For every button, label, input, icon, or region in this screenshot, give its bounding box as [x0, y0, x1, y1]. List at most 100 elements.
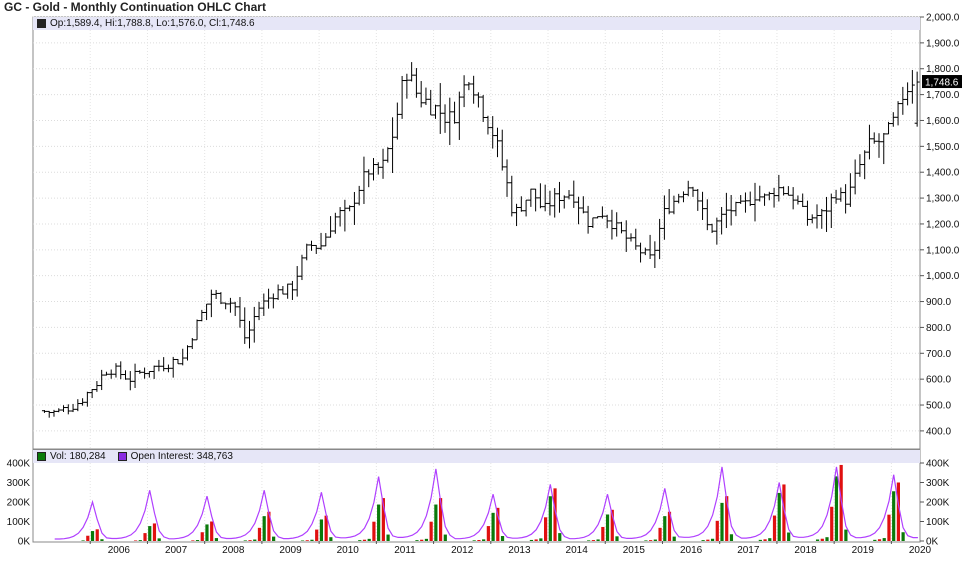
- volume-bar: [720, 502, 724, 541]
- price-tick-label: 1,900.0: [926, 38, 960, 49]
- volume-bar: [329, 537, 333, 541]
- volume-bar: [758, 539, 762, 541]
- year-tick-label: 2008: [222, 545, 245, 556]
- volume-bar: [486, 526, 490, 541]
- volume-tick-label-left: 300K: [7, 478, 31, 489]
- last-price-label: 1,748.6: [925, 78, 959, 89]
- year-tick-label: 2011: [394, 545, 416, 556]
- price-tick-label: 800.0: [926, 323, 951, 334]
- volume-bar: [195, 540, 200, 541]
- oi-value: Open Interest: 348,763: [130, 451, 233, 462]
- volume-bar: [214, 538, 219, 541]
- volume-bar: [539, 538, 543, 541]
- volume-tick-label-right: 300K: [926, 478, 950, 489]
- price-tick-label: 1,800.0: [926, 64, 960, 75]
- volume-tick-label-right: 0K: [926, 537, 939, 548]
- volume-bar: [324, 515, 328, 541]
- vol-swatch-icon: [37, 452, 46, 461]
- volume-readout: Vol: 180,284 Open Interest: 348,763: [37, 451, 233, 462]
- year-tick-label: 2017: [737, 545, 760, 556]
- volume-tick-label-left: 400K: [7, 459, 31, 470]
- volume-bar: [558, 533, 562, 541]
- volume-bar: [491, 512, 495, 541]
- volume-bar: [420, 539, 424, 541]
- volume-bar: [706, 539, 710, 541]
- volume-bar: [496, 507, 500, 541]
- volume-bar: [529, 539, 534, 541]
- vol-value: Vol: 180,284: [50, 451, 106, 462]
- volume-tick-label-right: 200K: [926, 498, 950, 509]
- price-tick-label: 1,700.0: [926, 90, 960, 101]
- price-tick-label: 500.0: [926, 401, 951, 412]
- year-tick-label: 2019: [852, 545, 875, 556]
- chart-title: GC - Gold - Monthly Continuation OHLC Ch…: [4, 0, 266, 14]
- volume-bar: [896, 482, 900, 541]
- volume-bar: [658, 527, 662, 541]
- volume-bar: [358, 540, 362, 541]
- volume-bar: [81, 540, 85, 541]
- volume-bar: [605, 514, 610, 541]
- oi-swatch-icon: [117, 452, 127, 461]
- volume-bar: [820, 538, 824, 541]
- price-panel: [32, 16, 921, 450]
- volume-bar: [434, 504, 438, 541]
- volume-bar: [386, 534, 390, 541]
- volume-bar: [377, 504, 381, 541]
- volume-bar: [148, 526, 152, 541]
- volume-bar: [424, 538, 429, 541]
- year-tick-label: 2013: [508, 545, 531, 556]
- volume-bar: [782, 484, 786, 541]
- year-tick-label: 2007: [165, 545, 188, 556]
- year-tick-label: 2009: [279, 545, 302, 556]
- volume-bar: [596, 539, 600, 541]
- price-panel-header: [33, 17, 920, 30]
- volume-bar: [715, 520, 719, 541]
- volume-bar: [725, 496, 729, 541]
- year-tick-label: 2018: [794, 545, 817, 556]
- volume-bar: [710, 538, 715, 541]
- year-tick-label: 2014: [566, 545, 589, 556]
- volume-bar: [787, 532, 791, 541]
- volume-bar: [262, 516, 266, 541]
- volume-bar: [315, 529, 319, 541]
- volume-bar: [257, 527, 262, 541]
- volume-bar: [438, 498, 443, 541]
- volume-panel-header: [33, 450, 920, 463]
- volume-bar: [482, 539, 486, 541]
- volume-bar: [205, 524, 209, 541]
- price-tick-label: 900.0: [926, 297, 951, 308]
- price-tick-label: 1,000.0: [926, 271, 960, 282]
- year-tick-label: 2020: [909, 545, 932, 556]
- volume-bar: [157, 538, 161, 541]
- volume-bar: [701, 540, 705, 541]
- volume-bar: [477, 540, 481, 541]
- volume-bar: [763, 539, 767, 541]
- volume-bar: [877, 539, 882, 541]
- volume-bar: [243, 540, 247, 541]
- volume-bar: [381, 498, 385, 541]
- volume-bar: [591, 540, 595, 541]
- year-tick-label: 2006: [108, 545, 131, 556]
- volume-bar: [138, 540, 142, 541]
- volume-bar: [272, 536, 276, 541]
- ohlc-swatch-icon: [37, 19, 46, 28]
- volume-bar: [210, 521, 214, 541]
- volume-bar: [191, 540, 195, 541]
- volume-bar: [443, 534, 447, 541]
- ohlc-values: Op:1,589.4, Hi:1,788.8, Lo:1,576.0, Cl:1…: [50, 18, 255, 29]
- volume-bar: [500, 536, 505, 541]
- volume-bar: [887, 514, 891, 541]
- volume-bar: [601, 526, 605, 541]
- volume-bar: [200, 532, 204, 541]
- volume-bar: [553, 488, 557, 541]
- volume-tick-label-left: 100K: [7, 517, 31, 528]
- volume-bar: [152, 523, 157, 541]
- volume-bar: [367, 538, 371, 541]
- volume-panel: [32, 449, 921, 543]
- volume-bar: [882, 538, 886, 541]
- volume-bar: [372, 521, 376, 541]
- volume-bar: [472, 540, 476, 541]
- volume-bar: [729, 534, 734, 541]
